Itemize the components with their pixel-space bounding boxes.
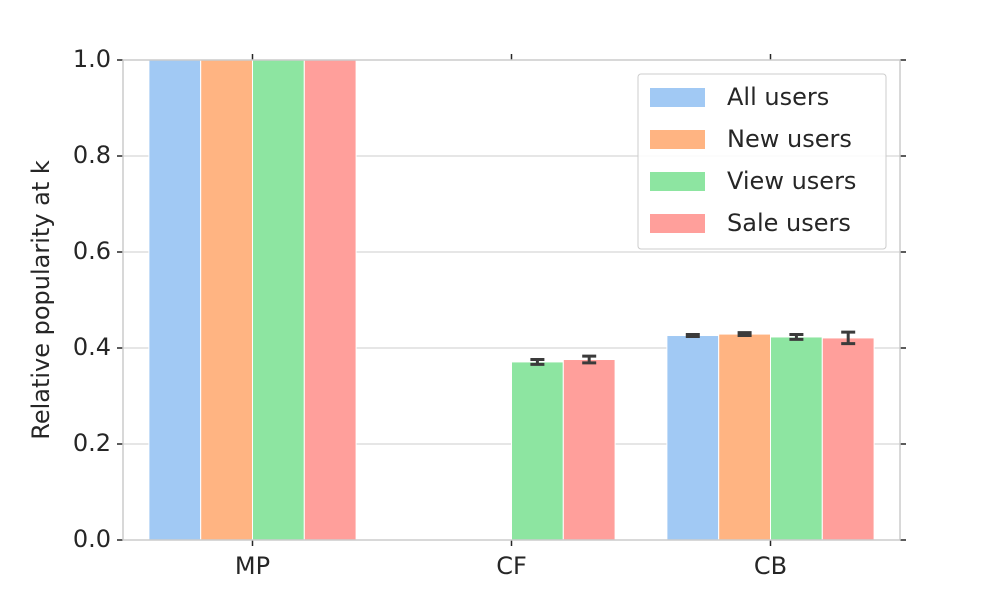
bar	[252, 59, 305, 541]
x-tick-label: MP	[235, 552, 270, 580]
plot-frame	[122, 59, 901, 541]
error-bar	[737, 331, 752, 338]
y-tick-label: 0.0	[73, 525, 111, 553]
error-bar	[841, 330, 856, 346]
y-tick-label: 0.4	[73, 333, 111, 361]
bar	[718, 333, 772, 541]
legend: All users New users View users Sale users	[637, 73, 887, 250]
y-tick-label: 0.8	[73, 141, 111, 169]
error-bar	[582, 354, 597, 365]
bar	[148, 59, 202, 541]
bar	[770, 336, 823, 541]
bar	[562, 359, 616, 541]
bar	[666, 335, 720, 541]
y-axis-label: Relative popularity at k	[27, 160, 55, 440]
y-tick-label: 1.0	[73, 45, 111, 73]
bar	[200, 59, 253, 541]
legend-label: Sale users	[727, 209, 851, 237]
legend-label: New users	[727, 125, 852, 153]
legend-box	[637, 73, 887, 250]
bar	[303, 59, 357, 541]
legend-label: View users	[727, 167, 856, 195]
x-tick-label: CB	[754, 552, 787, 580]
error-bar	[685, 333, 700, 338]
legend-swatch	[650, 88, 705, 107]
legend-swatch	[650, 172, 705, 191]
legend-swatch	[650, 130, 705, 149]
y-tick-label: 0.6	[73, 237, 111, 265]
error-bar	[789, 333, 804, 341]
error-bar	[530, 358, 545, 366]
bar	[821, 337, 875, 541]
legend-swatch	[650, 214, 705, 233]
legend-label: All users	[727, 83, 829, 111]
bar	[511, 361, 564, 541]
y-tick-label: 0.2	[73, 429, 111, 457]
x-tick-label: CF	[496, 552, 527, 580]
